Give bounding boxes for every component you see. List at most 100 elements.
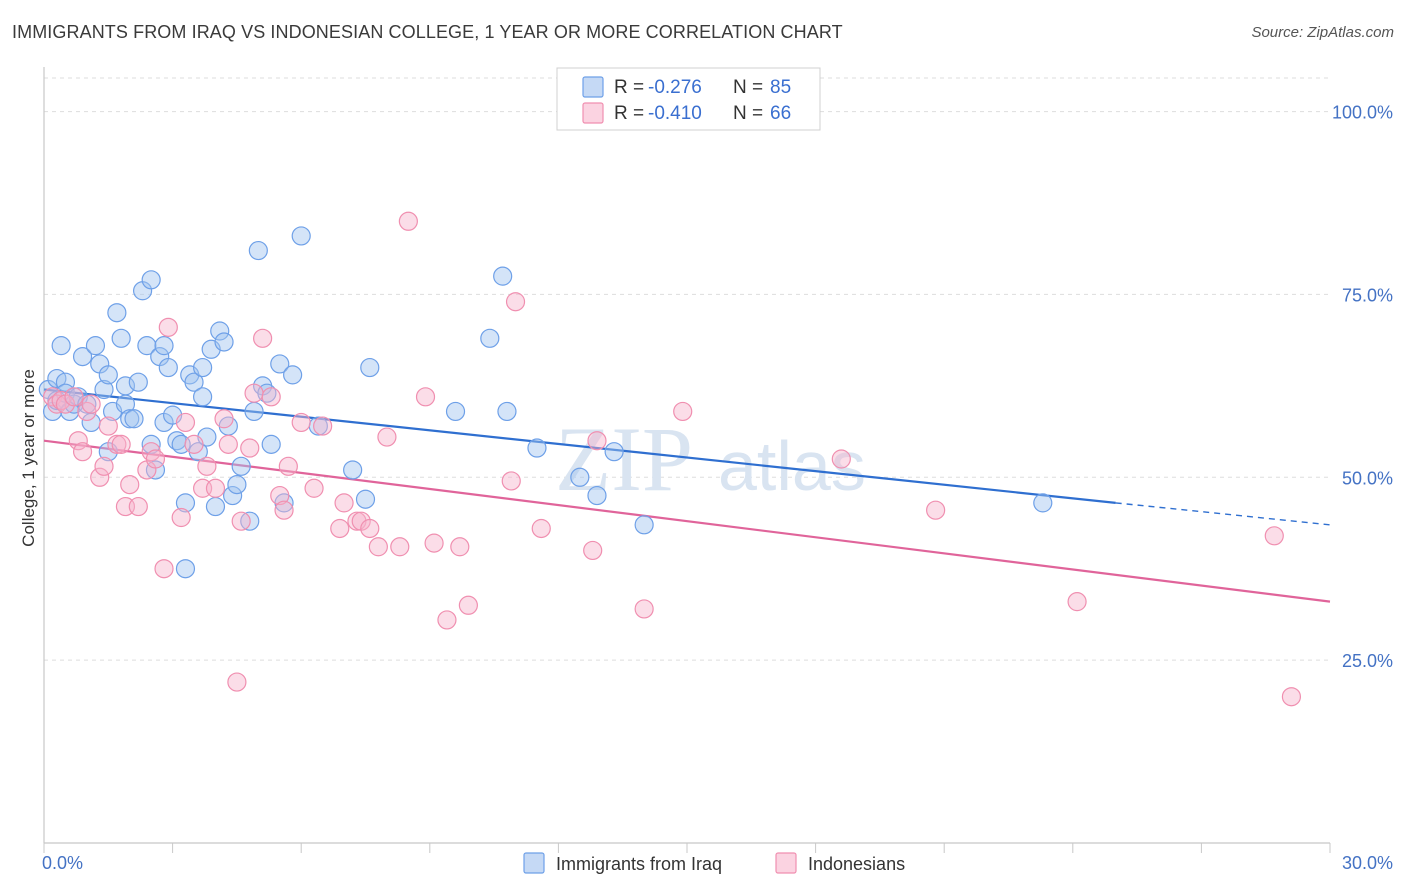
indonesian-point-28 [214, 409, 234, 429]
iraq-point-23 [120, 409, 140, 429]
indonesian-point-23 [175, 412, 196, 433]
iraq-point-51 [223, 485, 243, 506]
y-tick-label-2: 75.0% [1342, 285, 1393, 305]
indonesian-point-54 [450, 537, 470, 557]
iraq-point-49 [214, 332, 234, 352]
iraq-point-77 [1033, 493, 1053, 513]
chart-source: Source: ZipAtlas.com [1251, 24, 1394, 41]
indonesian-point-42 [330, 518, 350, 539]
legend-swatch-indonesians [582, 102, 604, 124]
indonesian-point-16 [128, 496, 148, 517]
trend-line-0 [43, 388, 1116, 504]
indonesian-point-30 [227, 672, 247, 692]
bottom-legend-label-iraq: Immigrants from Iraq [556, 854, 722, 874]
chart-title: IMMIGRANTS FROM IRAQ VS INDONESIAN COLLE… [12, 22, 843, 42]
legend-r-label-iraq: R = [614, 77, 644, 98]
iraq-point-32 [154, 336, 174, 356]
legend-swatch-iraq [582, 76, 604, 98]
indonesian-point-22 [171, 507, 191, 528]
indonesian-point-8 [81, 394, 101, 414]
iraq-point-60 [270, 354, 290, 374]
indonesian-point-27 [205, 478, 226, 498]
iraq-point-67 [360, 357, 380, 378]
indonesian-point-38 [278, 456, 298, 476]
iraq-point-27 [137, 336, 157, 356]
iraq-point-68 [445, 401, 466, 422]
indonesian-point-20 [154, 559, 174, 579]
indonesian-point-39 [291, 412, 311, 433]
iraq-point-43 [193, 357, 213, 378]
bottom-legend: Immigrants from Iraq Indonesians [523, 852, 905, 874]
iraq-point-39 [175, 559, 196, 579]
x-tick-labels: 0.0% 30.0% [42, 853, 1393, 873]
indonesian-point-24 [184, 434, 204, 454]
iraq-point-63 [291, 226, 311, 246]
indonesian-point-50 [398, 211, 418, 231]
indonesian-point-40 [304, 478, 324, 498]
iraq-point-5 [55, 372, 76, 392]
top-legend: R = -0.276 N = 85 R = -0.410 N = 66 [556, 67, 821, 131]
indonesian-point-66 [1264, 526, 1284, 546]
iraq-point-76 [634, 515, 654, 535]
legend-n-label-indonesians: N = [733, 103, 763, 124]
legend-n-label-iraq: N = [733, 77, 763, 98]
grid-lines [44, 77, 1330, 661]
y-tick-label-1: 50.0% [1342, 468, 1393, 488]
indonesian-point-9 [90, 467, 110, 487]
trend-line-1 [43, 439, 1331, 603]
indonesian-point-34 [253, 328, 273, 348]
data-points [38, 211, 1302, 707]
indonesian-point-46 [360, 518, 380, 539]
legend-r-label-indonesians: R = [614, 103, 644, 124]
iraq-point-48 [210, 321, 230, 341]
iraq-point-66 [355, 489, 376, 509]
indonesian-point-33 [244, 383, 264, 403]
indonesian-point-36 [270, 485, 290, 506]
legend-r-value-iraq: -0.276 [648, 77, 702, 98]
bottom-legend-swatch-iraq [523, 852, 545, 874]
iraq-point-73 [570, 467, 590, 487]
iraq-point-70 [493, 266, 513, 286]
indonesian-point-41 [313, 416, 333, 436]
iraq-point-56 [248, 240, 268, 261]
iraq-point-22 [115, 376, 136, 396]
iraq-point-19 [107, 303, 127, 323]
indonesian-point-26 [197, 456, 217, 476]
indonesian-point-11 [98, 416, 118, 436]
iraq-point-34 [158, 357, 178, 378]
iraq-point-59 [261, 434, 281, 454]
watermark-atlas: atlas [718, 427, 866, 505]
indonesian-point-49 [390, 537, 410, 557]
y-tick-labels: 25.0% 50.0% 75.0% 100.0% [1332, 103, 1393, 672]
bottom-legend-label-indonesians: Indonesians [808, 854, 905, 874]
iraq-point-72 [527, 438, 547, 458]
indonesian-point-64 [926, 500, 946, 520]
iraq-point-17 [98, 365, 118, 385]
indonesian-point-59 [583, 540, 603, 561]
indonesian-point-12 [107, 434, 127, 454]
indonesian-point-4 [64, 387, 84, 407]
indonesian-point-65 [1067, 592, 1087, 612]
iraq-point-4 [51, 336, 71, 356]
iraq-point-47 [205, 496, 226, 517]
legend-n-value-iraq: 85 [770, 77, 791, 98]
iraq-point-20 [111, 328, 131, 348]
iraq-point-75 [604, 442, 624, 462]
iraq-point-55 [244, 401, 264, 422]
indonesian-point-61 [634, 599, 654, 619]
indonesian-point-15 [120, 475, 140, 495]
indonesian-point-48 [377, 427, 397, 447]
watermark-zip: ZIP [555, 408, 693, 510]
indonesian-point-52 [424, 533, 444, 553]
iraq-point-65 [343, 460, 363, 480]
iraq-point-41 [184, 372, 204, 392]
indonesian-point-5 [68, 431, 88, 451]
iraq-point-10 [72, 347, 93, 367]
indonesian-point-63 [831, 449, 851, 469]
y-tick-label-3: 100.0% [1332, 103, 1393, 123]
indonesian-point-21 [158, 317, 178, 337]
indonesian-point-60 [587, 431, 607, 451]
indonesian-point-47 [368, 537, 388, 557]
x-tick-label-min: 0.0% [42, 853, 83, 873]
